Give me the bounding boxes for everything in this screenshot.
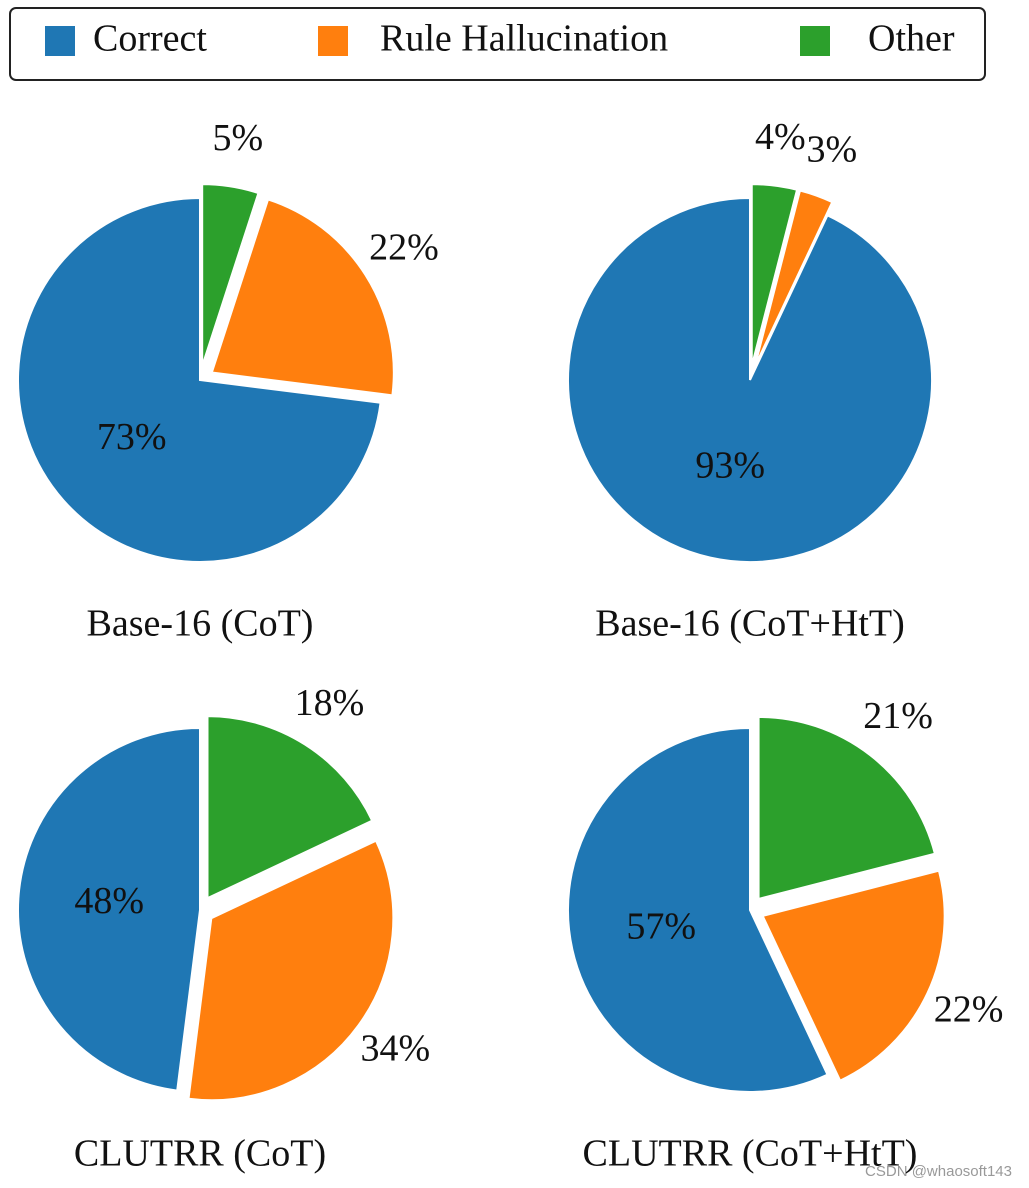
slice-label: 4% bbox=[755, 116, 806, 158]
slice-label: 57% bbox=[626, 906, 696, 948]
pie-slice bbox=[187, 839, 395, 1102]
legend-box bbox=[9, 7, 986, 81]
pie-slice bbox=[750, 183, 799, 367]
slice-label: 93% bbox=[695, 445, 765, 487]
pie-title: Base-16 (CoT) bbox=[87, 603, 314, 645]
legend-label: Correct bbox=[93, 18, 207, 60]
pie-slice bbox=[567, 726, 829, 1093]
slice-label: 73% bbox=[97, 416, 167, 458]
pie-title: Base-16 (CoT+HtT) bbox=[595, 603, 905, 645]
legend-swatch bbox=[800, 26, 830, 56]
slice-label: 21% bbox=[863, 695, 933, 737]
pie-slice bbox=[206, 715, 374, 900]
pie-slice bbox=[757, 715, 937, 901]
slice-label: 48% bbox=[74, 880, 144, 922]
watermark: CSDN @whaosoft143 bbox=[865, 1163, 1012, 1180]
legend-swatch bbox=[318, 26, 348, 56]
slice-label: 3% bbox=[806, 128, 857, 170]
pie-slice bbox=[17, 726, 201, 1092]
pie-slice bbox=[753, 189, 834, 368]
pie-title: CLUTRR (CoT+HtT) bbox=[583, 1133, 918, 1175]
slice-label: 22% bbox=[369, 226, 439, 268]
slice-label: 5% bbox=[212, 117, 263, 159]
pie-slice bbox=[210, 198, 395, 397]
slice-label: 18% bbox=[295, 682, 365, 724]
pie-slice bbox=[567, 196, 933, 563]
pie-slice bbox=[761, 869, 946, 1082]
slice-label: 34% bbox=[361, 1028, 431, 1070]
legend-label: Rule Hallucination bbox=[380, 18, 668, 60]
slice-label: 22% bbox=[934, 989, 1004, 1031]
legend-swatch bbox=[45, 26, 75, 56]
legend-label: Other bbox=[868, 18, 955, 60]
pie-title: CLUTRR (CoT) bbox=[74, 1133, 326, 1175]
pie-slice bbox=[17, 196, 382, 563]
pie-slice bbox=[201, 183, 260, 367]
